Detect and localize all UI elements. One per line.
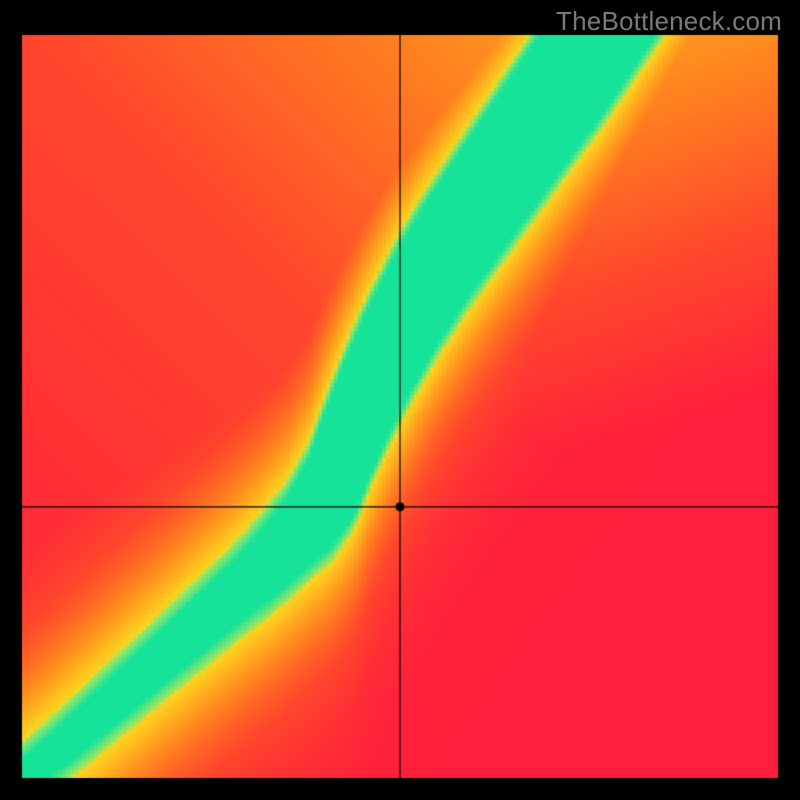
watermark-text: TheBottleneck.com [556,6,782,37]
bottleneck-heatmap [0,0,800,800]
chart-container: TheBottleneck.com [0,0,800,800]
